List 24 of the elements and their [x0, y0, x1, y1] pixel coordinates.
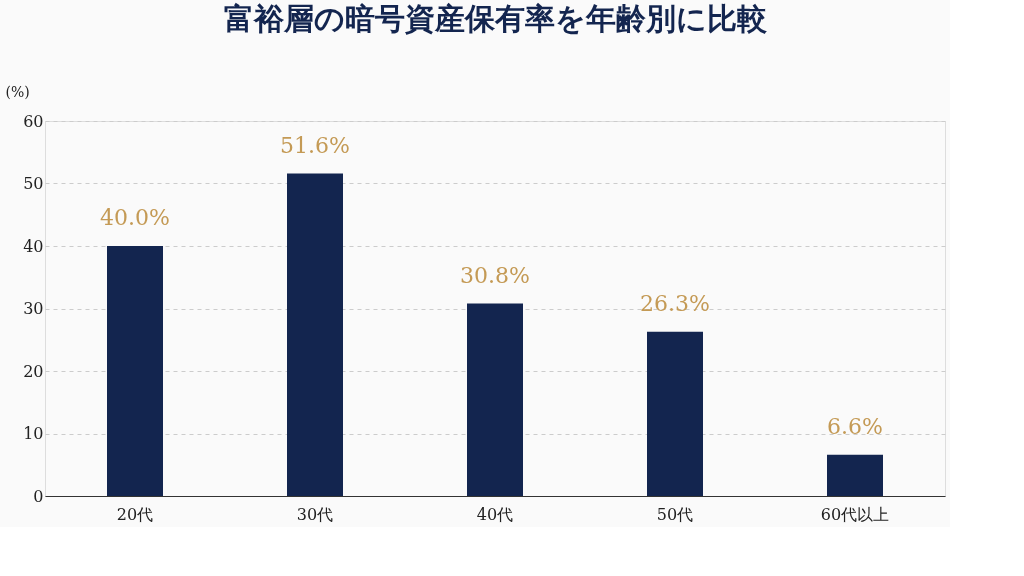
- data-label: 51.6%: [280, 132, 350, 158]
- bar: [107, 246, 163, 496]
- bar: [647, 331, 703, 496]
- y-axis-title: (%): [5, 83, 30, 100]
- y-tick-label: 50: [23, 174, 44, 193]
- x-tick-label: 30代: [296, 504, 334, 524]
- y-tick-label: 60: [23, 111, 44, 131]
- x-tick-label: 60代以上: [820, 504, 890, 524]
- bar: [287, 173, 343, 496]
- x-tick-label: 40代: [476, 504, 514, 524]
- data-label: 40.0%: [100, 205, 170, 230]
- y-tick-label: 20: [23, 361, 44, 381]
- y-tick-label: 10: [23, 424, 44, 443]
- y-tick-label: 40: [23, 236, 44, 256]
- data-label: 6.6%: [827, 413, 883, 439]
- bar: [827, 454, 883, 496]
- x-tick-label: 20代: [116, 504, 154, 524]
- chart-title: 富裕層の暗号資産保有率を年齢別に比較: [223, 1, 767, 36]
- x-tick-label: 50代: [656, 504, 694, 524]
- bar: [467, 303, 523, 496]
- data-label: 26.3%: [640, 290, 710, 316]
- y-tick-label: 30: [23, 299, 44, 318]
- y-tick-label: 0: [33, 486, 44, 506]
- data-label: 30.8%: [460, 262, 530, 288]
